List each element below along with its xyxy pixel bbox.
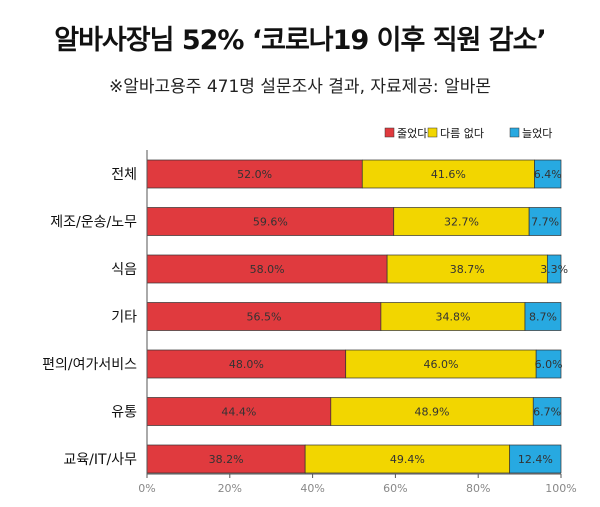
legend-swatch	[427, 127, 438, 138]
bar-segment	[386, 254, 548, 284]
x-tick-label: 0%	[138, 482, 155, 495]
legend-label: 다름 없다	[440, 127, 484, 140]
data-label: 38.7%	[450, 263, 485, 276]
bar-segment	[535, 349, 562, 379]
data-label: 58.0%	[250, 263, 285, 276]
x-tick-label: 60%	[383, 482, 407, 495]
category-label: 전체	[111, 167, 137, 183]
bar-segment	[532, 397, 562, 426]
data-label: 7.7%	[531, 216, 559, 229]
category-label: 교육/IT/사무	[63, 452, 137, 468]
bar-segment	[330, 397, 534, 426]
data-label: 3.3%	[540, 263, 568, 276]
data-label: 48.9%	[415, 406, 450, 419]
category-label: 기타	[111, 310, 137, 326]
bar-segment	[146, 444, 306, 474]
legend-label: 늘었다	[522, 127, 552, 140]
bar-segment	[304, 444, 511, 474]
bar-segment	[534, 159, 562, 189]
data-label: 8.7%	[529, 311, 557, 324]
x-tick-label: 80%	[466, 482, 490, 495]
bar-segment	[524, 302, 562, 331]
data-label: 46.0%	[423, 358, 458, 371]
category-label: 편의/여가서비스	[42, 357, 137, 373]
bar-segment	[528, 207, 562, 236]
data-label: 49.4%	[390, 453, 425, 466]
bar-segment	[546, 254, 562, 284]
bar-segment	[146, 207, 395, 236]
bar-segment	[361, 159, 535, 189]
data-label: 12.4%	[518, 453, 553, 466]
bar-segment	[393, 207, 530, 236]
legend-swatch	[509, 127, 520, 138]
chart-subtitle: ※알바고용주 471명 설문조사 결과, 자료제공: 알바몬	[108, 77, 491, 97]
data-label: 56.5%	[246, 311, 281, 324]
data-label: 48.0%	[229, 358, 264, 371]
data-label: 6.0%	[535, 358, 563, 371]
data-label: 44.4%	[221, 406, 256, 419]
category-label: 유통	[111, 405, 137, 421]
data-label: 6.4%	[534, 168, 562, 181]
bar-segment	[509, 444, 562, 474]
category-label: 제조/운송/노무	[50, 215, 137, 231]
data-label: 52.0%	[237, 168, 272, 181]
x-tick-label: 40%	[300, 482, 324, 495]
legend-label: 줄었다	[397, 127, 427, 140]
data-label: 38.2%	[209, 453, 244, 466]
data-label: 6.7%	[533, 406, 561, 419]
bar-segment	[146, 397, 332, 426]
data-label: 34.8%	[435, 311, 470, 324]
x-tick-label: 100%	[545, 482, 576, 495]
bar-segment	[146, 349, 347, 379]
bar-segment	[146, 254, 388, 284]
legend-swatch	[384, 127, 395, 138]
data-label: 32.7%	[444, 216, 479, 229]
data-label: 41.6%	[431, 168, 466, 181]
chart-title: 알바사장님 52% ‘코로나19 이후 직원 감소’	[54, 25, 546, 56]
bar-segment	[146, 159, 363, 189]
category-label: 식음	[111, 262, 137, 278]
x-tick-label: 20%	[218, 482, 242, 495]
bar-segment	[380, 302, 526, 331]
bar-segment	[345, 349, 537, 379]
data-label: 59.6%	[253, 216, 288, 229]
